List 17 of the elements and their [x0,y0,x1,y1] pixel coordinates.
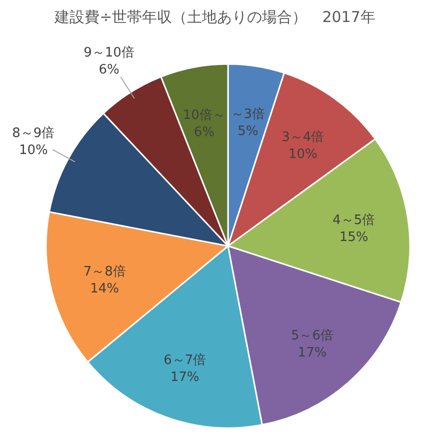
slice-label: 3～4倍 [282,130,324,145]
slice-label: 9～10倍 [84,46,134,61]
data-label: 6% [98,62,120,78]
slice-label: 7～8倍 [83,264,126,280]
data-label: 10% [18,143,48,158]
slice-label: ～3倍 [230,107,266,122]
data-label: 14% [90,282,120,297]
data-label: 17% [298,346,327,361]
slice-label: 6～7倍 [164,352,206,368]
chart-title: 建設費÷世帯年収（土地ありの場合） 2017年 [54,8,376,26]
slice-label: 4～5倍 [332,213,376,228]
data-label: 15% [339,230,368,246]
data-label: 17% [170,370,200,385]
data-label: 5% [238,124,258,140]
slice-label: 5～6倍 [290,328,334,344]
data-label: 10% [288,146,318,162]
slice-label: 8～9倍 [12,126,55,142]
